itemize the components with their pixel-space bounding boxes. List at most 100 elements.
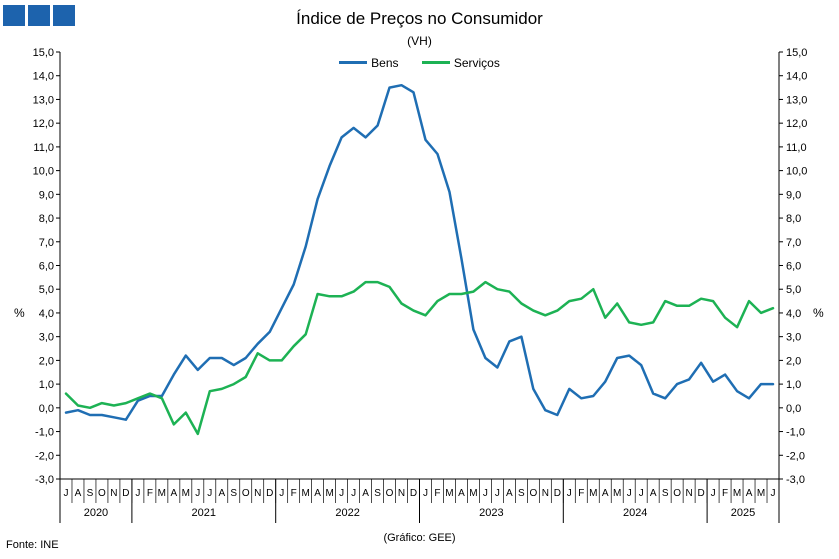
month-label: A <box>650 488 657 499</box>
year-label: 2025 <box>731 507 755 519</box>
legend-swatch-servicos <box>421 61 450 64</box>
month-label: M <box>325 488 333 499</box>
y-tick-label-left: 1,0 <box>39 379 54 391</box>
month-label: A <box>218 488 225 499</box>
month-label: F <box>147 488 153 499</box>
year-label: 2023 <box>479 507 503 519</box>
logo-block-2 <box>28 5 50 26</box>
month-label: S <box>230 488 237 499</box>
month-label: F <box>722 488 728 499</box>
month-label: M <box>589 488 597 499</box>
month-label: D <box>266 488 273 499</box>
y-tick-label-right: 10,0 <box>786 166 807 178</box>
month-label: O <box>242 488 250 499</box>
month-label: N <box>542 488 549 499</box>
month-label: F <box>291 488 297 499</box>
y-axis-right-label: % <box>813 306 824 320</box>
month-label: J <box>495 488 500 499</box>
month-label: N <box>110 488 117 499</box>
month-label: D <box>410 488 417 499</box>
month-label: J <box>207 488 212 499</box>
chart-credit: (Gráfico: GEE) <box>383 532 456 544</box>
y-tick-label-left: 12,0 <box>33 118 54 130</box>
month-label: A <box>746 488 753 499</box>
series-line-bens <box>64 83 775 421</box>
y-tick-label-right: 9,0 <box>786 189 801 201</box>
month-label: J <box>63 488 68 499</box>
month-label: A <box>506 488 513 499</box>
y-tick-label-left: -2,0 <box>35 450 54 462</box>
y-tick-label-right: 3,0 <box>786 332 801 344</box>
month-label: J <box>339 488 344 499</box>
month-label: M <box>757 488 765 499</box>
month-label: M <box>301 488 309 499</box>
month-label: N <box>686 488 693 499</box>
y-tick-label-right: 13,0 <box>786 94 807 106</box>
y-tick-label-left: 0,0 <box>39 403 54 415</box>
y-tick-label-left: 3,0 <box>39 332 54 344</box>
month-label: M <box>182 488 190 499</box>
month-label: M <box>733 488 741 499</box>
y-tick-label-right: 6,0 <box>786 261 801 273</box>
y-tick-label-right: 11,0 <box>786 142 807 154</box>
month-label: F <box>578 488 584 499</box>
month-label: S <box>87 488 94 499</box>
month-label: J <box>771 488 776 499</box>
y-tick-label-left: 13,0 <box>33 94 54 106</box>
month-label: F <box>434 488 440 499</box>
chart-subtitle: (VH) <box>407 34 432 48</box>
month-label: O <box>98 488 106 499</box>
chart-title: Índice de Preços no Consumidor <box>296 9 543 28</box>
logo-block-1 <box>3 5 25 26</box>
y-tick-label-left: 14,0 <box>33 71 54 83</box>
y-tick-label-left: 8,0 <box>39 213 54 225</box>
month-label: A <box>75 488 82 499</box>
y-tick-label-right: -2,0 <box>786 450 805 462</box>
year-label: 2022 <box>335 507 359 519</box>
month-label: J <box>135 488 140 499</box>
year-label: 2021 <box>192 507 216 519</box>
y-tick-label-left: 10,0 <box>33 166 54 178</box>
month-label: D <box>697 488 704 499</box>
y-tick-label-left: 4,0 <box>39 308 54 320</box>
y-tick-label-right: 0,0 <box>786 403 801 415</box>
y-tick-label-right: 2,0 <box>786 355 801 367</box>
month-label: M <box>445 488 453 499</box>
y-tick-label-right: 14,0 <box>786 71 807 83</box>
y-tick-label-left: 2,0 <box>39 355 54 367</box>
y-tick-label-left: 6,0 <box>39 261 54 273</box>
month-label: J <box>423 488 428 499</box>
month-label: J <box>351 488 356 499</box>
month-label: J <box>639 488 644 499</box>
month-label: M <box>158 488 166 499</box>
month-label: J <box>483 488 488 499</box>
month-label: S <box>374 488 381 499</box>
y-tick-label-left: 9,0 <box>39 189 54 201</box>
month-label: A <box>314 488 321 499</box>
y-tick-label-right: 15,0 <box>786 47 807 59</box>
y-tick-label-right: -1,0 <box>786 427 805 439</box>
legend-entry-bens: Bens <box>339 55 399 70</box>
month-label: O <box>529 488 537 499</box>
month-label: J <box>279 488 284 499</box>
y-tick-label-right: 8,0 <box>786 213 801 225</box>
legend: Bens Serviços <box>0 53 839 70</box>
month-label: A <box>458 488 465 499</box>
month-label: N <box>398 488 405 499</box>
year-label: 2020 <box>84 507 108 519</box>
y-tick-label-left: 5,0 <box>39 284 54 296</box>
y-tick-label-right: -3,0 <box>786 474 805 486</box>
month-label: D <box>554 488 561 499</box>
y-tick-label-left: -3,0 <box>35 474 54 486</box>
y-tick-label-right: 1,0 <box>786 379 801 391</box>
legend-swatch-bens <box>339 61 368 64</box>
y-tick-label-left: -1,0 <box>35 427 54 439</box>
month-label: N <box>254 488 261 499</box>
month-label: M <box>469 488 477 499</box>
legend-label-bens: Bens <box>371 55 399 70</box>
month-label: A <box>602 488 609 499</box>
month-label: S <box>518 488 525 499</box>
series-line-servicos <box>64 280 775 436</box>
month-label: A <box>362 488 369 499</box>
